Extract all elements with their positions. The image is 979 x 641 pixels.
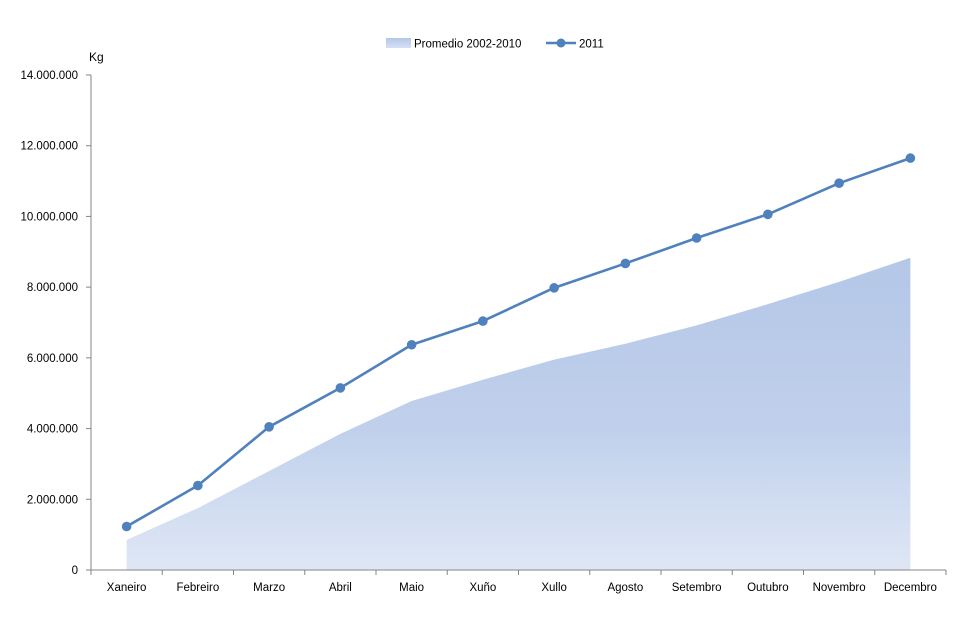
- data-point-2011: [335, 383, 346, 393]
- axes-layer: [86, 74, 947, 575]
- x-tick-label: Setembro: [672, 582, 722, 594]
- x-tick-label: Xaneiro: [107, 582, 147, 594]
- y-tick-label: 12.000.000: [20, 141, 78, 153]
- area-series-promedio: [126, 257, 911, 570]
- data-point-2011: [834, 178, 844, 188]
- x-tick-label: Novembro: [813, 582, 866, 594]
- legend-swatch-marker: [556, 38, 566, 48]
- y-tick-label: 4.000.000: [27, 424, 78, 436]
- data-point-2011: [763, 209, 773, 220]
- y-tick-label: 0: [72, 565, 78, 577]
- x-tick-label: Marzo: [253, 582, 285, 594]
- data-point-2011: [549, 283, 559, 293]
- x-tick-label: Xullo: [541, 582, 567, 594]
- y-tick-label: 10.000.000: [20, 211, 78, 223]
- legend-swatch-area: [386, 38, 411, 48]
- x-tick-label: Decembro: [884, 582, 937, 594]
- legend-label-area: Promedio 2002-2010: [414, 39, 521, 51]
- x-tick-label: Xuño: [469, 582, 496, 594]
- data-point-2011: [406, 339, 417, 350]
- data-point-2011: [193, 480, 203, 491]
- data-point-2011: [121, 521, 132, 532]
- area-series-layer: [126, 257, 911, 570]
- y-tick-label: 14.000.000: [20, 70, 78, 82]
- x-tick-label: Febreiro: [176, 582, 219, 594]
- y-tick-label: 8.000.000: [27, 282, 78, 294]
- y-tick-label: 6.000.000: [27, 353, 78, 365]
- y-axis-unit-label: Kg: [89, 50, 104, 64]
- data-point-2011: [478, 316, 488, 326]
- line-series-layer: [121, 153, 916, 532]
- data-point-2011: [691, 233, 702, 243]
- x-tick-label: Abril: [329, 582, 352, 594]
- data-point-2011: [905, 153, 916, 163]
- line-series-2011: [125, 156, 911, 528]
- legend-label-line: 2011: [579, 39, 604, 51]
- data-point-2011: [620, 258, 631, 269]
- y-tick-label: 2.000.000: [27, 494, 78, 506]
- x-tick-label: Outubro: [747, 582, 789, 594]
- legend: Promedio 2002-2010 2011: [386, 38, 604, 51]
- x-tick-label: Agosto: [607, 582, 643, 594]
- data-point-2011: [264, 422, 274, 432]
- x-tick-label: Maio: [399, 582, 424, 594]
- labels-layer: 0 2.000.000 4.000.000 6.000.000 8.000.000 10.…: [20, 70, 936, 594]
